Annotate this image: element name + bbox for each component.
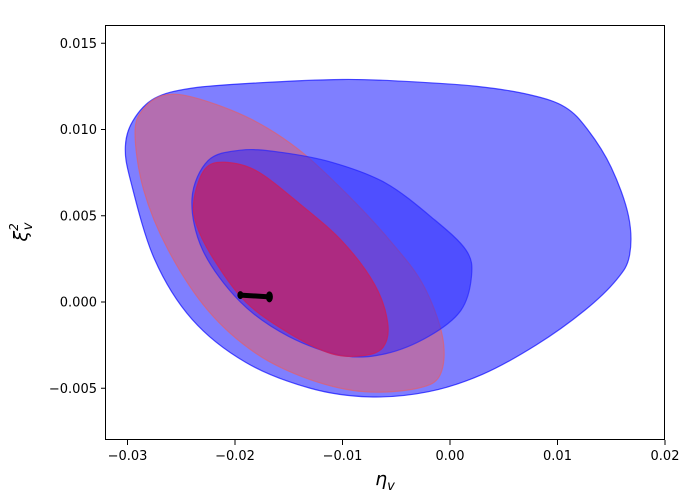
- x-tick-label: −0.01: [323, 449, 363, 464]
- y-axis-label-subscript: v: [21, 222, 36, 230]
- estimate-segment: [240, 292, 270, 300]
- x-tick-label: 0.01: [543, 449, 572, 464]
- y-tick-label: 0.015: [60, 37, 97, 52]
- x-tick-label: 0.00: [436, 449, 465, 464]
- estimate-segment-endpoint: [265, 291, 273, 303]
- x-axis-label: ηv: [375, 468, 395, 494]
- plot-frame: [105, 25, 665, 440]
- y-tick-label: 0.000: [60, 296, 97, 311]
- estimate-segment-endpoint: [237, 291, 244, 300]
- y-axis-label-superscript: 2: [7, 223, 21, 231]
- y-tick-label: 0.005: [60, 209, 97, 224]
- x-axis-label-base: η: [375, 468, 387, 490]
- x-axis-label-subscript: v: [387, 479, 395, 494]
- y-tick-label: 0.010: [60, 123, 97, 138]
- y-tick-label: −0.005: [49, 382, 97, 397]
- contour-region-pink-inner: [192, 161, 389, 358]
- y-axis-label-base: ξ: [10, 230, 32, 242]
- contour-regions: [124, 78, 632, 398]
- estimate-segment-layer: [237, 291, 273, 303]
- y-axis-label: ξ2v: [7, 222, 36, 242]
- y-axis-ticks: −0.005 0.000 0.005 0.010 0.015: [49, 37, 106, 397]
- x-axis-ticks: −0.03 −0.02 −0.01 0.00 0.01 0.02: [108, 440, 680, 464]
- x-tick-label: −0.03: [108, 449, 148, 464]
- x-tick-label: 0.02: [651, 449, 680, 464]
- x-tick-label: −0.02: [215, 449, 255, 464]
